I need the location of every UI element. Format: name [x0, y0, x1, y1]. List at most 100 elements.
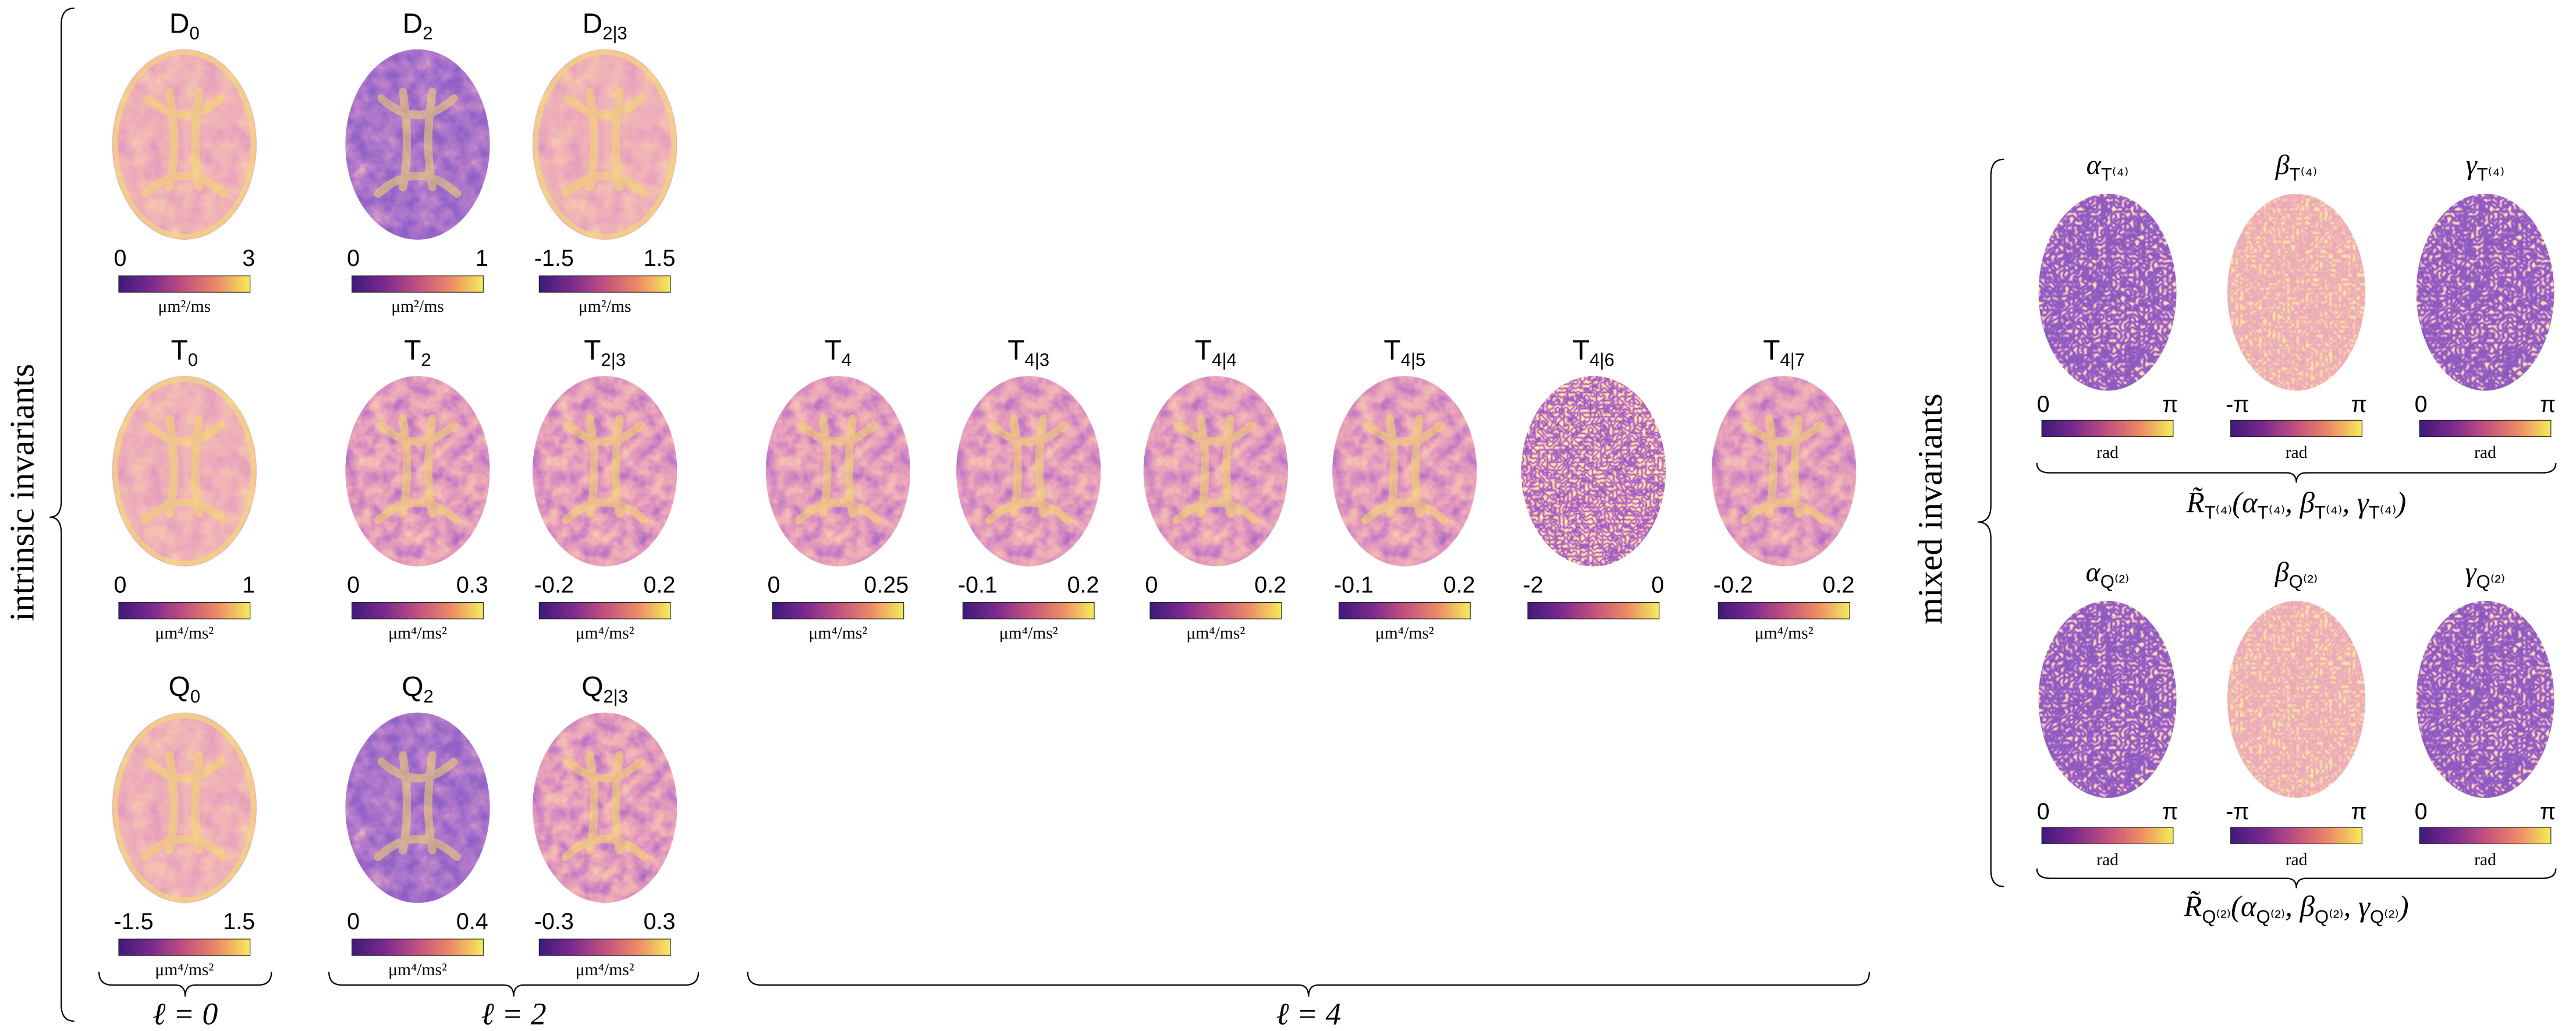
title-sub: 0	[188, 350, 198, 370]
white-matter	[794, 414, 882, 525]
brace-formula	[2036, 868, 2557, 888]
formula-sub: T⁽⁴⁾	[2205, 503, 2233, 523]
title-sub: 2|3	[602, 23, 627, 44]
formula-sub: Q⁽²⁾	[2202, 906, 2231, 927]
panel-title: T0	[171, 335, 198, 370]
brain-texture	[533, 712, 677, 903]
unit-label: μm⁴/ms²	[576, 624, 634, 643]
white-matter	[1740, 414, 1828, 525]
title-main: Q	[581, 671, 603, 702]
range-min: 0	[347, 573, 360, 598]
white-matter	[374, 414, 462, 525]
title-sub: Q⁽²⁾	[2476, 571, 2506, 592]
white-matter	[1361, 414, 1449, 525]
brain-texture	[112, 712, 257, 903]
panel-title: T2	[404, 335, 431, 370]
unit-label: rad	[2474, 851, 2496, 869]
brain-texture	[2038, 600, 2177, 798]
brain-map	[112, 712, 257, 903]
formula-text: , β	[2285, 890, 2315, 922]
formula-text: , β	[2285, 486, 2315, 518]
range-min: -0.1	[1334, 573, 1374, 598]
title-sub: 0	[190, 23, 200, 44]
range-min: 0	[2037, 392, 2050, 417]
colorbar	[352, 938, 484, 956]
title-sub: 4|6	[1589, 350, 1615, 370]
brain-texture	[1332, 376, 1477, 567]
unit-label: μm²/ms	[579, 297, 631, 316]
colorbar	[1338, 602, 1471, 620]
range-max: 0.25	[864, 573, 909, 598]
title-sub: 4|3	[1025, 350, 1050, 370]
panel-title: Q0	[169, 671, 201, 706]
title-main: T	[584, 335, 601, 366]
white-matter	[985, 414, 1072, 525]
title-sub: 2|3	[604, 687, 629, 707]
unit-label: μm⁴/ms²	[808, 624, 867, 643]
range-max: 0.2	[644, 573, 676, 598]
white-matter	[561, 414, 648, 525]
unit-label: rad	[2286, 443, 2308, 462]
title-main: β	[2275, 150, 2290, 180]
range-max: π	[2540, 799, 2556, 824]
unit-label: μm⁴/ms²	[388, 961, 447, 979]
title-sub: 4|4	[1212, 350, 1237, 370]
range-min: -0.1	[958, 573, 998, 598]
range-max: 0.3	[456, 573, 488, 598]
range-max: 0.4	[456, 909, 488, 934]
unit-label: μm⁴/ms²	[155, 961, 214, 979]
brain-map	[2227, 600, 2366, 798]
brace-intrinsic	[49, 7, 74, 1022]
brain-texture	[2227, 600, 2366, 798]
range-max: π	[2162, 392, 2178, 417]
panel-title: T4|3	[1007, 335, 1049, 370]
colorbar	[2041, 827, 2174, 844]
colorbar	[538, 602, 671, 620]
brain-map	[2038, 193, 2177, 391]
range-max: 1	[476, 246, 488, 271]
range-max: 0.2	[1443, 573, 1475, 598]
formula-sub: Q⁽²⁾	[2315, 906, 2344, 927]
white-matter	[141, 751, 228, 861]
title-main: D	[583, 8, 603, 39]
panel-title: αQ⁽²⁾	[2086, 557, 2130, 592]
range-min: -1.5	[534, 246, 574, 271]
formula-text: R̃	[2183, 890, 2202, 922]
mixed-label: mixed invariants	[1911, 393, 1949, 624]
title-sub: 2	[421, 350, 431, 370]
colorbar	[1149, 602, 1282, 620]
brain-texture	[2038, 193, 2177, 391]
panel-title: D2|3	[583, 8, 627, 43]
white-matter	[1172, 414, 1259, 525]
intrinsic-label: intrinsic invariants	[2, 364, 41, 621]
range-min: 0	[114, 573, 127, 598]
white-matter	[374, 87, 462, 198]
brain-texture	[112, 49, 257, 240]
brain-map	[533, 712, 677, 903]
brain-texture	[1521, 376, 1666, 567]
colorbar	[118, 602, 251, 620]
unit-label: μm⁴/ms²	[1755, 624, 1814, 643]
title-main: T	[171, 335, 188, 366]
panel-title: T4|6	[1573, 335, 1615, 370]
colorbar	[1718, 602, 1850, 620]
range-min: -2	[1523, 573, 1543, 598]
white-matter	[374, 751, 462, 861]
title-main: T	[1383, 335, 1400, 366]
title-main: T	[1007, 335, 1024, 366]
formula-text: , γ	[2342, 486, 2369, 518]
title-sub: T⁽⁴⁾	[2477, 164, 2505, 184]
white-matter	[141, 87, 228, 198]
panel-title: βT⁽⁴⁾	[2275, 150, 2317, 184]
title-main: D	[169, 8, 190, 39]
brain-texture	[1711, 376, 1857, 567]
panel-title: T4|7	[1763, 335, 1805, 370]
unit-label: rad	[2286, 851, 2308, 869]
brain-map	[345, 376, 490, 567]
brain-texture	[345, 49, 490, 240]
title-main: β	[2275, 557, 2289, 588]
range-min: 0	[1145, 573, 1158, 598]
brain-texture	[2227, 193, 2366, 391]
title-main: T	[1195, 335, 1212, 366]
